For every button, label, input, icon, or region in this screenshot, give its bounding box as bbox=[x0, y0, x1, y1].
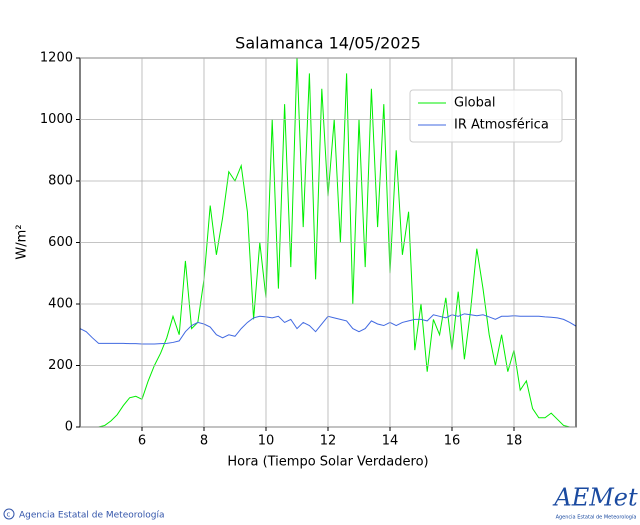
x-tick-label: 12 bbox=[320, 434, 337, 449]
x-tick-label: 18 bbox=[506, 434, 523, 449]
y-tick-label: 600 bbox=[48, 235, 73, 250]
legend-box bbox=[409, 89, 563, 143]
y-tick-label: 0 bbox=[65, 420, 73, 435]
y-tick-label: 200 bbox=[48, 358, 73, 373]
logo-subtitle: Agencia Estatal de Meteorología bbox=[556, 514, 637, 521]
logo: AEMet bbox=[552, 484, 638, 512]
y-tick-label: 400 bbox=[48, 297, 73, 312]
legend-label: IR Atmosférica bbox=[454, 118, 549, 133]
y-tick-label: 800 bbox=[48, 174, 73, 189]
y-axis-label: W/m² bbox=[15, 224, 30, 259]
footer-text: Agencia Estatal de Meteorología bbox=[19, 511, 165, 521]
legend-label: Global bbox=[454, 96, 495, 111]
x-tick-label: 10 bbox=[258, 434, 275, 449]
copyright-symbol: c bbox=[7, 511, 11, 519]
y-tick-label: 1000 bbox=[40, 112, 73, 127]
x-tick-label: 16 bbox=[444, 434, 461, 449]
x-tick-label: 14 bbox=[382, 434, 399, 449]
x-tick-label: 8 bbox=[200, 434, 208, 449]
y-tick-label: 1200 bbox=[40, 51, 73, 66]
chart-title: Salamanca 14/05/2025 bbox=[235, 34, 421, 53]
x-axis-label: Hora (Tiempo Solar Verdadero) bbox=[227, 455, 428, 470]
x-tick-label: 6 bbox=[138, 434, 146, 449]
copyright-icon bbox=[3, 508, 15, 520]
